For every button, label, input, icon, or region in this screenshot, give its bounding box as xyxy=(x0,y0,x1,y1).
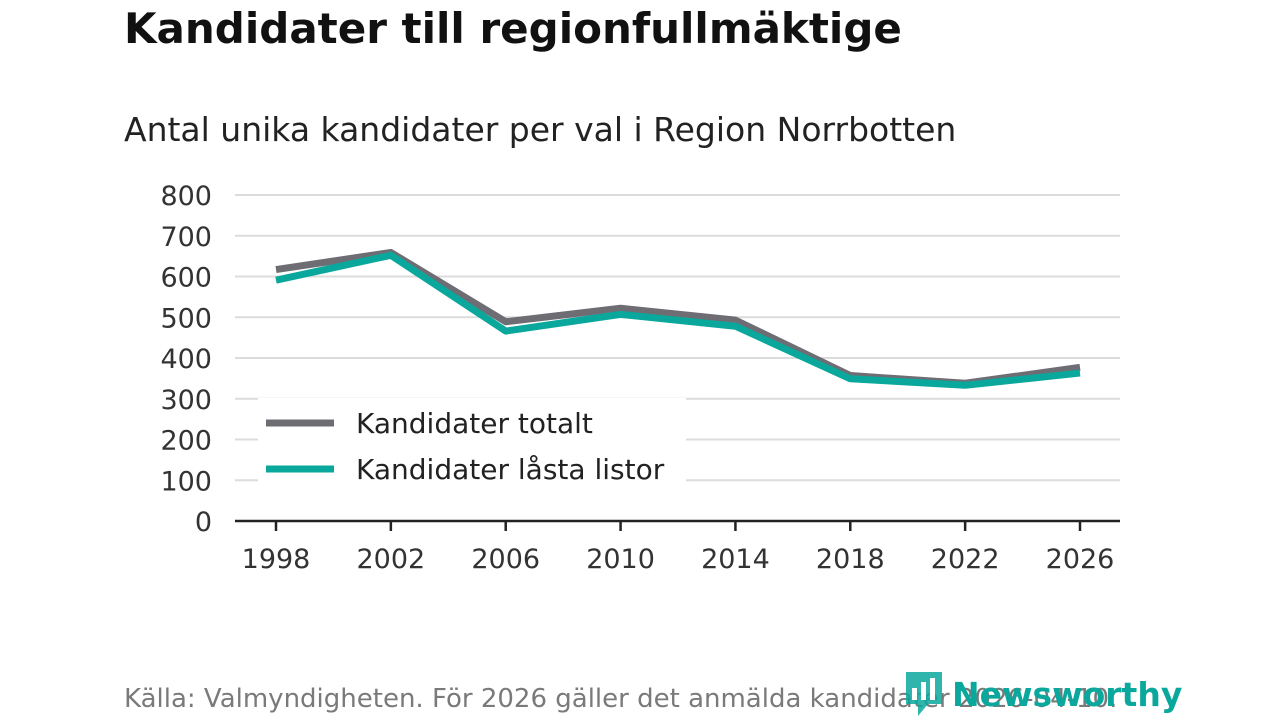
x-tick-label: 2022 xyxy=(931,544,1000,575)
legend-label-0: Kandidater totalt xyxy=(356,407,593,440)
legend: Kandidater totalt Kandidater låsta listor xyxy=(258,398,686,486)
chart-title: Kandidater till regionfullmäktige xyxy=(124,4,902,53)
x-tick-label: 2010 xyxy=(586,544,655,575)
legend-label-1: Kandidater låsta listor xyxy=(356,453,665,486)
y-tick-label: 200 xyxy=(160,426,212,457)
y-tick-label: 700 xyxy=(160,222,212,253)
y-tick-label: 400 xyxy=(160,344,212,375)
x-tick-label: 2026 xyxy=(1046,544,1115,575)
brand-logo: Newsworthy xyxy=(902,670,1182,718)
brand-name: Newsworthy xyxy=(952,674,1183,714)
y-tick-label: 800 xyxy=(160,181,212,212)
x-tick-label: 1998 xyxy=(242,544,311,575)
x-axis: 1998 2002 2006 2010 2014 2018 2022 2026 xyxy=(235,519,1120,575)
series-lines xyxy=(275,248,1081,389)
newsworthy-logo-icon xyxy=(906,672,942,716)
source-note: Källa: Valmyndigheten. För 2026 gäller d… xyxy=(124,684,1118,714)
x-tick-label: 2018 xyxy=(816,544,885,575)
gridlines: 0 100 200 300 400 500 600 700 800 xyxy=(160,181,1120,538)
chart-subtitle: Antal unika kandidater per val i Region … xyxy=(124,110,957,149)
x-tick-label: 2006 xyxy=(471,544,540,575)
y-tick-label: 100 xyxy=(160,466,212,497)
y-tick-label: 600 xyxy=(160,263,212,294)
y-tick-label: 300 xyxy=(160,385,212,416)
y-tick-label: 500 xyxy=(160,303,212,334)
x-tick-label: 2002 xyxy=(356,544,425,575)
x-tick-label: 2014 xyxy=(701,544,770,575)
series-line-1 xyxy=(275,251,1081,389)
y-tick-label: 0 xyxy=(195,507,212,538)
